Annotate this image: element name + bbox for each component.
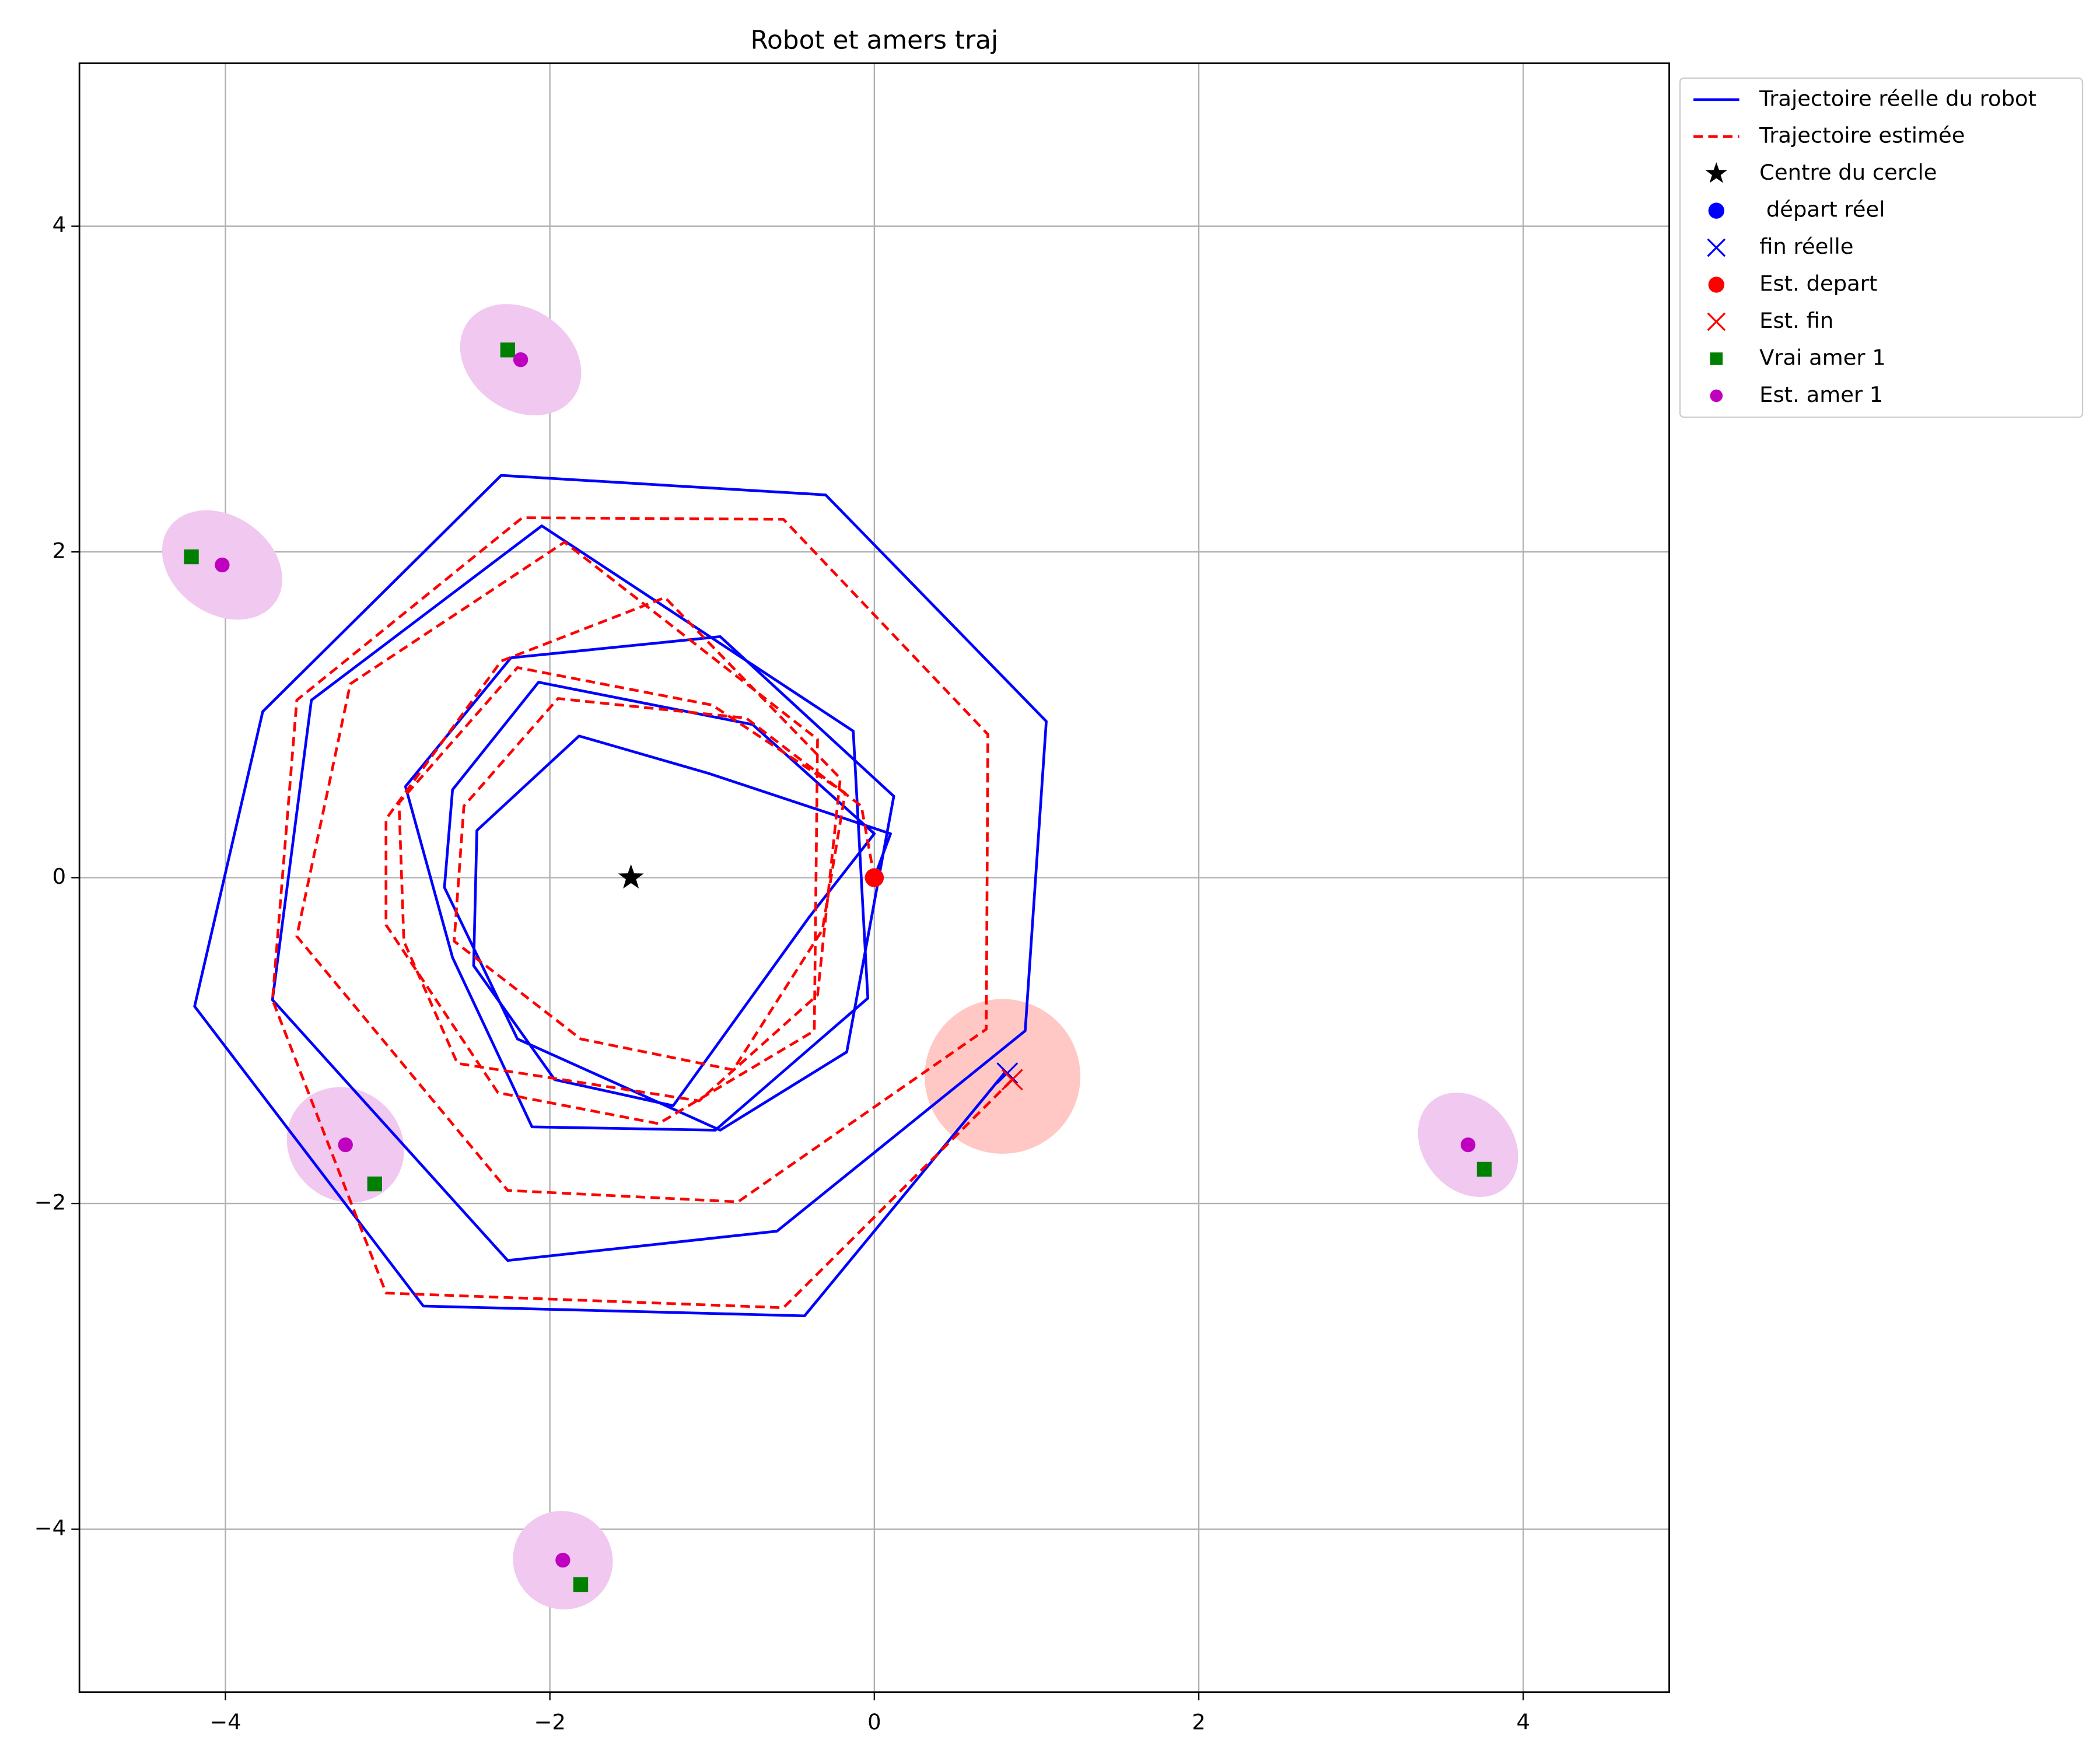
dot-marker (555, 1552, 570, 1568)
chart-title: Robot et amers traj (751, 26, 999, 55)
y-tick-label: 4 (52, 212, 66, 237)
legend-label: Est. depart (1759, 271, 1877, 296)
circle-marker (864, 868, 884, 887)
star-marker (618, 864, 644, 889)
circle-marker (1708, 276, 1725, 293)
legend-label: Trajectoire réelle du robot (1759, 86, 2036, 111)
x-tick-label: 4 (1517, 1709, 1530, 1734)
square-marker (184, 549, 199, 565)
square-marker (367, 1176, 382, 1192)
x-tick-label: −4 (209, 1709, 241, 1734)
legend-label: Est. fin (1759, 308, 1833, 333)
x-tick-label: 0 (867, 1709, 881, 1734)
x-tick-label: −2 (534, 1709, 565, 1734)
square-marker (500, 342, 516, 358)
square-marker (1710, 352, 1723, 365)
plot-area (79, 63, 1670, 1692)
x-marker (1001, 1069, 1023, 1091)
square-marker (573, 1577, 589, 1592)
legend-label: Centre du cercle (1759, 160, 1937, 185)
dot-marker (215, 557, 230, 573)
y-tick-label: 2 (52, 538, 66, 564)
x-marker (996, 1062, 1019, 1084)
dot-marker (338, 1137, 353, 1153)
legend-box (1679, 77, 2084, 418)
legend-label: fin réelle (1759, 234, 1853, 259)
dot-marker (1710, 389, 1723, 402)
legend-label: Trajectoire estimée (1759, 123, 1965, 148)
y-tick-label: 0 (52, 864, 66, 889)
square-marker (1476, 1161, 1492, 1177)
legend: Trajectoire réelle du robot Trajectoire e… (1693, 86, 2036, 407)
circle-marker (1708, 202, 1725, 219)
dot-marker (1461, 1137, 1476, 1153)
y-tick-label: −2 (34, 1190, 66, 1215)
trajectory-line (271, 516, 1013, 1310)
legend-label: Est. amer 1 (1759, 382, 1883, 407)
legend-label: Vrai amer 1 (1759, 345, 1886, 370)
trajectory-line (193, 474, 1048, 1318)
y-tick-label: −4 (34, 1516, 66, 1541)
dot-marker (513, 352, 528, 368)
star-marker (1705, 162, 1727, 183)
x-marker (1707, 238, 1726, 257)
legend-label: départ réel (1759, 197, 1885, 222)
x-tick-label: 2 (1192, 1709, 1205, 1734)
x-marker (1707, 312, 1726, 331)
